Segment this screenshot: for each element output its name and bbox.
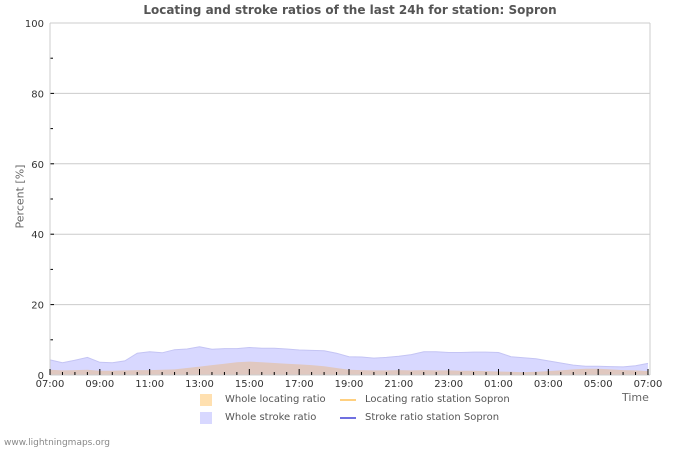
x-tick-label: 13:00 — [185, 379, 214, 390]
legend-label: Stroke ratio station Sopron — [365, 412, 500, 423]
y-tick-label: 40 — [31, 230, 44, 241]
x-tick-label: 15:00 — [235, 379, 264, 390]
x-tick-label: 11:00 — [135, 379, 164, 390]
x-tick-label: 17:00 — [285, 379, 314, 390]
x-tick-label: 09:00 — [85, 379, 114, 390]
x-tick-label: 01:00 — [484, 379, 513, 390]
x-tick-label: 05:00 — [584, 379, 613, 390]
y-tick-label: 80 — [31, 89, 44, 100]
y-tick-label: 60 — [31, 160, 44, 171]
footer-credit: www.lightningmaps.org — [4, 438, 110, 448]
x-tick-label: 21:00 — [384, 379, 413, 390]
x-tick-label: 03:00 — [534, 379, 563, 390]
y-tick-label: 20 — [31, 301, 44, 312]
x-tick-label: 07:00 — [634, 379, 663, 390]
y-tick-label: 0 — [38, 371, 44, 382]
x-tick-label: 07:00 — [36, 379, 65, 390]
legend-swatch-whole-stroke — [200, 412, 212, 424]
legend-line-locating-station — [340, 399, 356, 401]
chart-title: Locating and stroke ratios of the last 2… — [143, 3, 557, 17]
y-axis-label: Percent [%] — [13, 164, 27, 229]
legend-line-stroke-station — [340, 417, 356, 419]
legend-label: Locating ratio station Sopron — [365, 394, 510, 405]
x-tick-label: 19:00 — [335, 379, 364, 390]
x-tick-label: 23:00 — [434, 379, 463, 390]
legend-label: Whole locating ratio — [225, 394, 326, 405]
x-axis-label: Time — [622, 391, 649, 404]
legend-label: Whole stroke ratio — [225, 412, 317, 423]
legend-swatch-whole-locating — [200, 394, 212, 406]
y-tick-label: 100 — [25, 19, 44, 30]
